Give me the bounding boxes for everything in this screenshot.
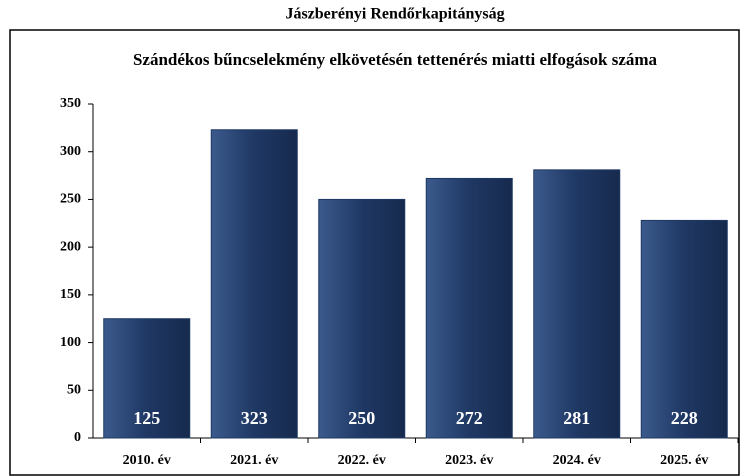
bar <box>640 219 728 439</box>
bar <box>103 318 191 439</box>
bar <box>425 177 513 439</box>
bar <box>318 198 406 439</box>
y-tick-label: 300 <box>60 144 81 159</box>
chart-title: Szándékos bűncselekmény elkövetésén tett… <box>132 50 658 69</box>
bar <box>210 129 298 439</box>
x-tick-label: 2010. év <box>123 453 171 468</box>
value-label: 281 <box>563 408 590 428</box>
x-tick-label: 2021. év <box>230 453 278 468</box>
x-tick-label: 2022. év <box>338 453 386 468</box>
bar <box>533 169 621 439</box>
y-tick-label: 250 <box>60 192 81 207</box>
value-label: 228 <box>671 408 698 428</box>
x-tick-label: 2024. év <box>553 453 601 468</box>
y-tick-label: 50 <box>67 383 81 398</box>
x-tick-label: 2023. év <box>445 453 493 468</box>
y-tick-label: 150 <box>60 287 81 302</box>
y-tick-label: 100 <box>60 335 81 350</box>
value-label: 250 <box>348 408 375 428</box>
value-label: 272 <box>456 408 483 428</box>
y-tick-label: 200 <box>60 239 81 254</box>
x-tick-label: 2025. év <box>660 453 708 468</box>
chart-frame <box>9 29 740 476</box>
y-tick-label: 350 <box>60 96 81 111</box>
page-title: Jászberényi Rendőrkapitányság <box>285 6 504 23</box>
value-label: 323 <box>241 408 268 428</box>
y-tick-label: 0 <box>74 430 81 445</box>
value-label: 125 <box>133 408 160 428</box>
